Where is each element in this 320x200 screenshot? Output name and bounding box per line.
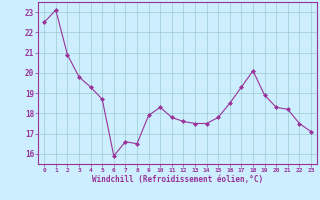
X-axis label: Windchill (Refroidissement éolien,°C): Windchill (Refroidissement éolien,°C) [92,175,263,184]
